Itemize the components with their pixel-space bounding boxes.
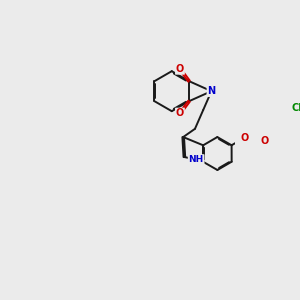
Text: O: O <box>176 108 184 118</box>
Text: O: O <box>260 136 269 146</box>
Text: NH: NH <box>188 155 204 164</box>
Text: Cl: Cl <box>291 103 300 112</box>
Text: N: N <box>207 86 215 96</box>
Text: O: O <box>176 64 184 74</box>
Text: O: O <box>241 133 249 142</box>
